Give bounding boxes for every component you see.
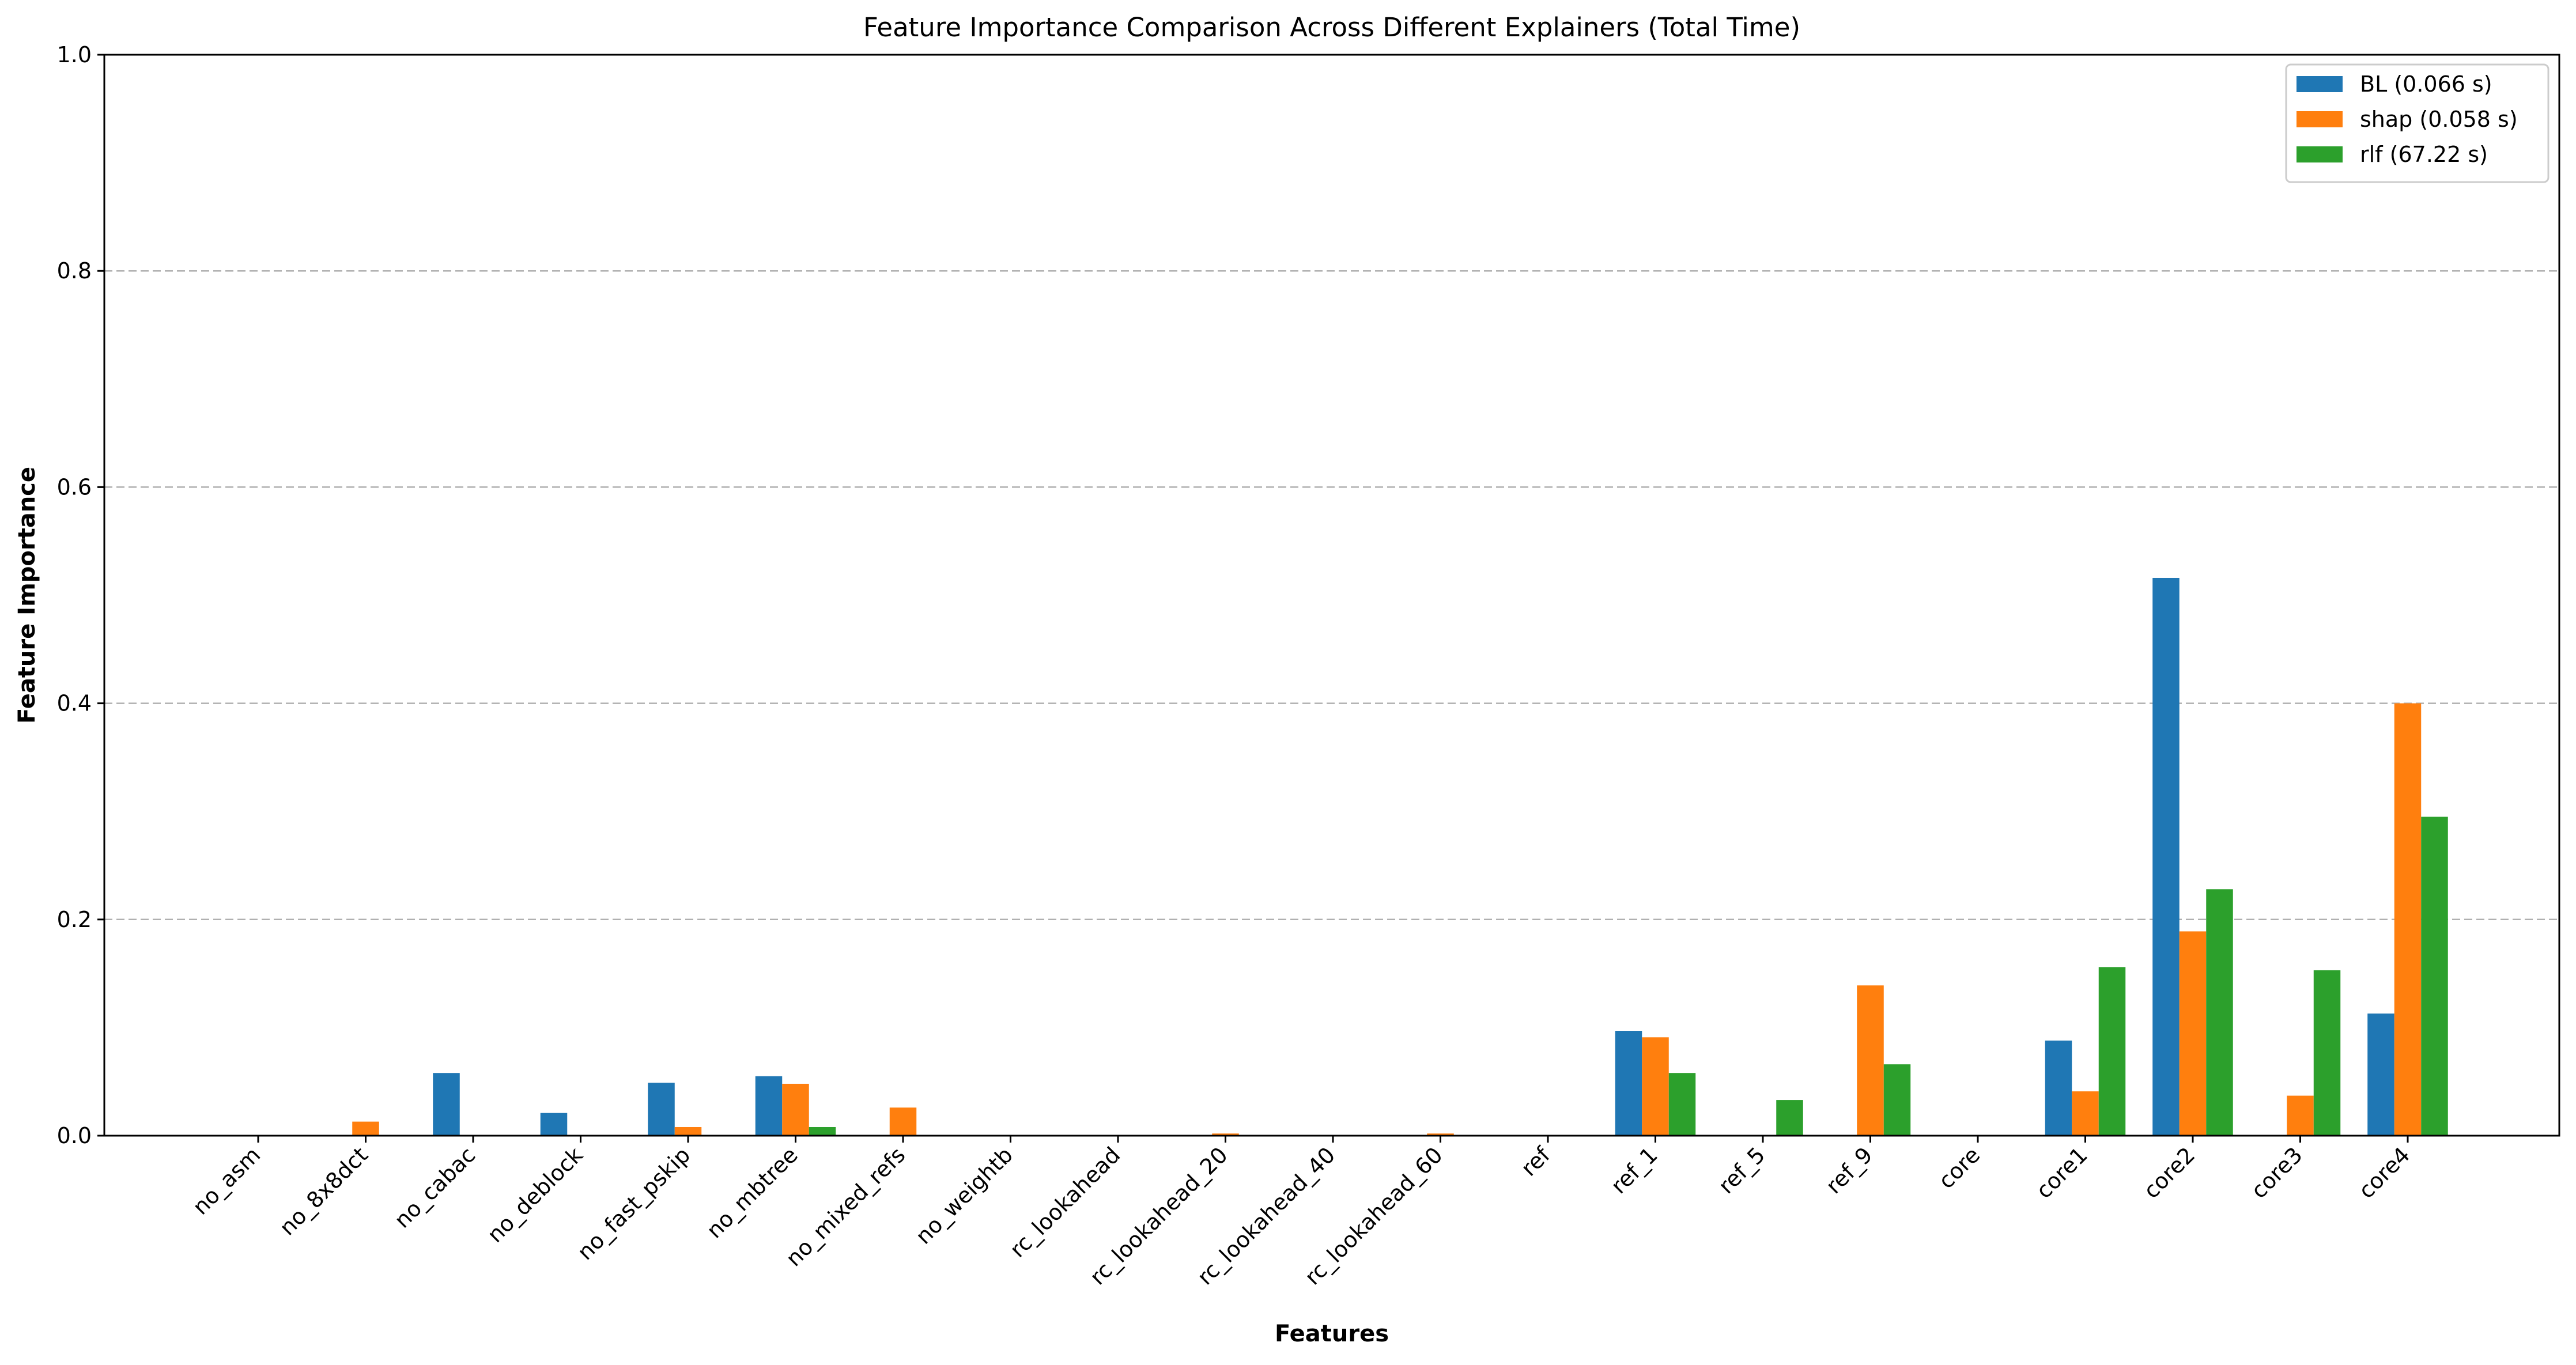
bar-core3-series-1 (2287, 1095, 2314, 1136)
bar-core4-series-0 (2367, 1014, 2394, 1136)
x-tick-label: no_deblock (482, 1142, 588, 1247)
x-axis-ticks: no_asm no_8x8dct no_cabac no_deblockno_fast… (188, 1136, 2415, 1290)
x-tick-label: core3 (2246, 1142, 2307, 1203)
bar-ref_5-series-2 (1776, 1100, 1803, 1136)
x-axis-label: Features (1275, 1321, 1389, 1347)
y-tick-label: 0.2 (57, 907, 92, 932)
bar-no_mixed_refs-series-1 (889, 1107, 917, 1136)
x-tick-label: ref (1516, 1141, 1556, 1181)
bar-core3-series-2 (2313, 970, 2341, 1136)
x-tick-label: ref_9 (1821, 1142, 1878, 1198)
bar-no_cabac-series-0 (433, 1073, 460, 1136)
y-axis-ticks: 0.0 0.2 0.4 0.6 0.8 1.0 (57, 42, 104, 1148)
x-tick-label: core1 (2031, 1142, 2092, 1203)
bar-ref_9-series-1 (1857, 985, 1884, 1136)
x-tick-label: core2 (2139, 1142, 2200, 1203)
x-tick-label: no_cabac (390, 1142, 481, 1233)
bar-core1-series-1 (2072, 1091, 2099, 1136)
legend-label-0: BL (0.066 s) (2360, 71, 2492, 97)
y-tick-label: 0.8 (57, 258, 92, 283)
y-axis-label: Feature Importance (14, 467, 40, 724)
x-tick-label: no_asm (188, 1142, 266, 1220)
bar-ref_1-series-1 (1642, 1037, 1669, 1136)
bar-core2-series-1 (2179, 931, 2207, 1136)
x-tick-label: no_8x8dct (274, 1142, 372, 1240)
chart-title: Feature Importance Comparison Across Dif… (863, 12, 1800, 43)
x-tick-label: no_fast_pskip (572, 1142, 695, 1265)
y-tick-label: 0.6 (57, 474, 92, 500)
y-tick-label: 1.0 (57, 42, 92, 67)
bar-ref_1-series-0 (1615, 1031, 1642, 1136)
legend-swatch-2 (2297, 146, 2343, 162)
bars (352, 577, 2448, 1136)
bar-core1-series-2 (2098, 967, 2126, 1136)
bar-no_fast_pskip-series-0 (648, 1083, 675, 1136)
bar-no_fast_pskip-series-1 (674, 1126, 702, 1136)
legend-label-2: rlf (67.22 s) (2360, 142, 2488, 167)
bar-core4-series-1 (2394, 703, 2422, 1136)
legend: BL (0.066 s) shap (0.058 s) rlf (67.22 s) (2285, 63, 2549, 183)
x-tick-label: core (1933, 1142, 1985, 1193)
x-tick-label: core4 (2354, 1142, 2415, 1203)
bar-core2-series-2 (2206, 889, 2233, 1136)
bar-core4-series-2 (2421, 816, 2448, 1136)
y-tick-label: 0.4 (57, 691, 92, 716)
bar-rc_lookahead_20-series-1 (1212, 1133, 1239, 1136)
plot-frame (103, 54, 2560, 1137)
bar-no_8x8dct-series-1 (352, 1121, 379, 1136)
bar-ref_9-series-2 (1883, 1064, 1911, 1136)
bar-no_mbtree-series-2 (809, 1126, 836, 1136)
x-tick-label: ref_1 (1606, 1142, 1663, 1198)
legend-label-1: shap (0.058 s) (2360, 107, 2518, 132)
bar-core1-series-0 (2045, 1040, 2072, 1136)
x-tick-label: rc_lookahead (1005, 1142, 1125, 1262)
bar-core2-series-0 (2152, 577, 2180, 1136)
bar-no_deblock-series-0 (540, 1113, 568, 1136)
legend-swatch-1 (2297, 111, 2343, 127)
legend-swatch-0 (2297, 76, 2343, 92)
x-tick-label: no_weightb (911, 1142, 1018, 1249)
x-tick-label: no_mbtree (702, 1142, 803, 1243)
bar-ref_1-series-2 (1668, 1073, 1696, 1136)
bar-no_mbtree-series-1 (782, 1083, 809, 1136)
legend-frame (2285, 63, 2549, 183)
y-tick-label: 0.0 (57, 1123, 92, 1148)
bar-no_mbtree-series-0 (755, 1076, 783, 1136)
bar-rc_lookahead_60-series-1 (1427, 1133, 1454, 1136)
x-tick-label: ref_5 (1713, 1142, 1770, 1198)
